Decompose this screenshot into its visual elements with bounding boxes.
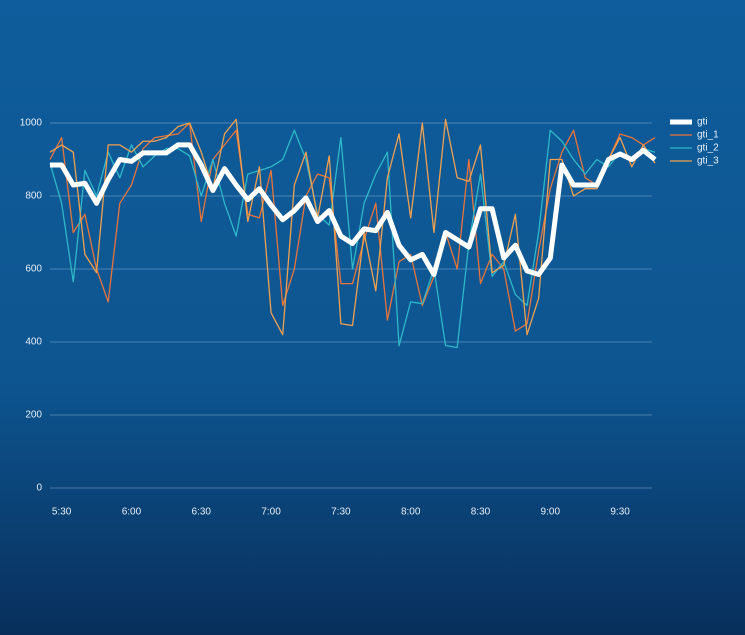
legend-label: gti (697, 117, 708, 128)
y-tick-label: 0 (36, 483, 42, 494)
series-line (50, 142, 657, 277)
legend-label: gti_1 (697, 130, 719, 141)
legend-label: gti_3 (697, 156, 719, 167)
y-tick-label: 400 (25, 337, 42, 348)
x-tick-label: 9:00 (541, 507, 561, 518)
x-tick-label: 6:00 (122, 507, 142, 518)
x-tick-label: 6:30 (192, 507, 212, 518)
y-tick-label: 1000 (20, 118, 43, 129)
x-tick-label: 9:30 (610, 507, 630, 518)
y-tick-label: 600 (25, 264, 42, 275)
legend-label: gti_2 (697, 143, 719, 154)
x-tick-label: 8:30 (471, 507, 491, 518)
series-line (49, 118, 656, 336)
y-tick-label: 800 (25, 191, 42, 202)
x-tick-label: 7:00 (261, 507, 281, 518)
x-tick-label: 8:00 (401, 507, 421, 518)
x-tick-label: 5:30 (52, 507, 72, 518)
x-tick-label: 7:30 (331, 507, 351, 518)
y-tick-label: 200 (25, 410, 42, 421)
series-line (49, 129, 656, 349)
